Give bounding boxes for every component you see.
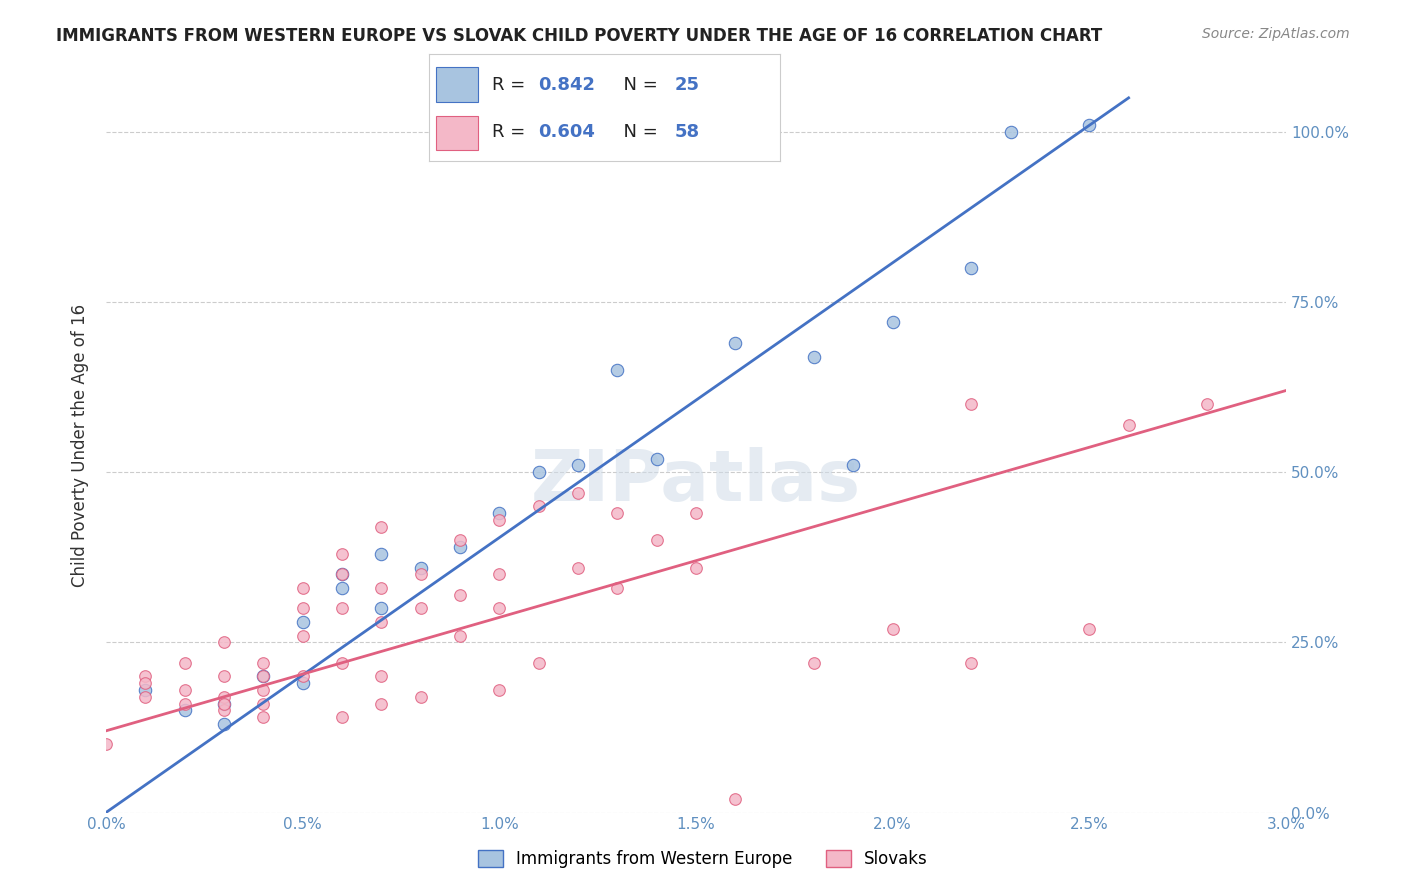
Point	[252, 683, 274, 698]
Point	[134, 690, 156, 704]
Point	[212, 669, 235, 683]
Point	[330, 547, 353, 561]
Text: 0.842: 0.842	[537, 76, 595, 94]
Point	[842, 458, 865, 473]
Point	[606, 581, 628, 595]
Point	[527, 656, 550, 670]
Text: ZIPatlas: ZIPatlas	[531, 447, 860, 516]
Point	[567, 458, 589, 473]
Point	[606, 506, 628, 520]
Point	[960, 397, 983, 411]
Point	[370, 601, 392, 615]
Point	[173, 703, 195, 717]
Point	[606, 363, 628, 377]
Point	[449, 540, 471, 554]
Point	[291, 676, 314, 690]
Point	[330, 601, 353, 615]
Point	[212, 697, 235, 711]
Point	[134, 669, 156, 683]
Point	[252, 669, 274, 683]
Point	[645, 451, 668, 466]
Point	[370, 547, 392, 561]
Point	[212, 717, 235, 731]
Point	[960, 656, 983, 670]
Point	[370, 669, 392, 683]
Point	[252, 669, 274, 683]
Point	[212, 635, 235, 649]
Point	[370, 697, 392, 711]
Point	[291, 615, 314, 629]
Point	[803, 350, 825, 364]
Point	[527, 500, 550, 514]
Point	[724, 335, 747, 350]
Point	[252, 710, 274, 724]
Point	[645, 533, 668, 548]
Text: 25: 25	[675, 76, 700, 94]
Text: 58: 58	[675, 123, 700, 141]
Point	[370, 615, 392, 629]
Point	[212, 697, 235, 711]
Text: R =: R =	[492, 76, 531, 94]
Point	[94, 738, 117, 752]
Point	[409, 560, 432, 574]
Point	[330, 581, 353, 595]
Point	[330, 567, 353, 582]
Point	[882, 622, 904, 636]
Point	[960, 260, 983, 275]
Point	[1078, 622, 1101, 636]
Point	[685, 560, 707, 574]
Point	[488, 506, 510, 520]
Point	[488, 683, 510, 698]
Point	[330, 656, 353, 670]
Point	[409, 690, 432, 704]
Point	[252, 656, 274, 670]
Point	[291, 629, 314, 643]
FancyBboxPatch shape	[436, 68, 478, 102]
Point	[173, 656, 195, 670]
Point	[212, 703, 235, 717]
Point	[882, 316, 904, 330]
Text: R =: R =	[492, 123, 531, 141]
Point	[724, 792, 747, 806]
Point	[370, 581, 392, 595]
Point	[488, 601, 510, 615]
Point	[803, 656, 825, 670]
Point	[134, 676, 156, 690]
Point	[567, 485, 589, 500]
Legend: Immigrants from Western Europe, Slovaks: Immigrants from Western Europe, Slovaks	[471, 843, 935, 875]
Point	[291, 669, 314, 683]
Point	[409, 601, 432, 615]
Point	[567, 560, 589, 574]
Point	[252, 697, 274, 711]
Text: IMMIGRANTS FROM WESTERN EUROPE VS SLOVAK CHILD POVERTY UNDER THE AGE OF 16 CORRE: IMMIGRANTS FROM WESTERN EUROPE VS SLOVAK…	[56, 27, 1102, 45]
Point	[488, 567, 510, 582]
Point	[173, 697, 195, 711]
Point	[212, 690, 235, 704]
Point	[173, 683, 195, 698]
Point	[685, 506, 707, 520]
Point	[1078, 118, 1101, 132]
Point	[330, 710, 353, 724]
Text: 0.604: 0.604	[537, 123, 595, 141]
Y-axis label: Child Poverty Under the Age of 16: Child Poverty Under the Age of 16	[72, 303, 89, 587]
Point	[449, 533, 471, 548]
Text: N =: N =	[612, 123, 664, 141]
Point	[527, 465, 550, 479]
Point	[291, 581, 314, 595]
Text: Source: ZipAtlas.com: Source: ZipAtlas.com	[1202, 27, 1350, 41]
Point	[488, 513, 510, 527]
Point	[134, 683, 156, 698]
Point	[370, 519, 392, 533]
Point	[449, 588, 471, 602]
FancyBboxPatch shape	[436, 116, 478, 150]
Point	[330, 567, 353, 582]
Point	[1118, 417, 1140, 432]
Point	[1197, 397, 1219, 411]
Point	[291, 601, 314, 615]
Point	[449, 629, 471, 643]
Text: N =: N =	[612, 76, 664, 94]
Point	[409, 567, 432, 582]
Point	[1000, 125, 1022, 139]
